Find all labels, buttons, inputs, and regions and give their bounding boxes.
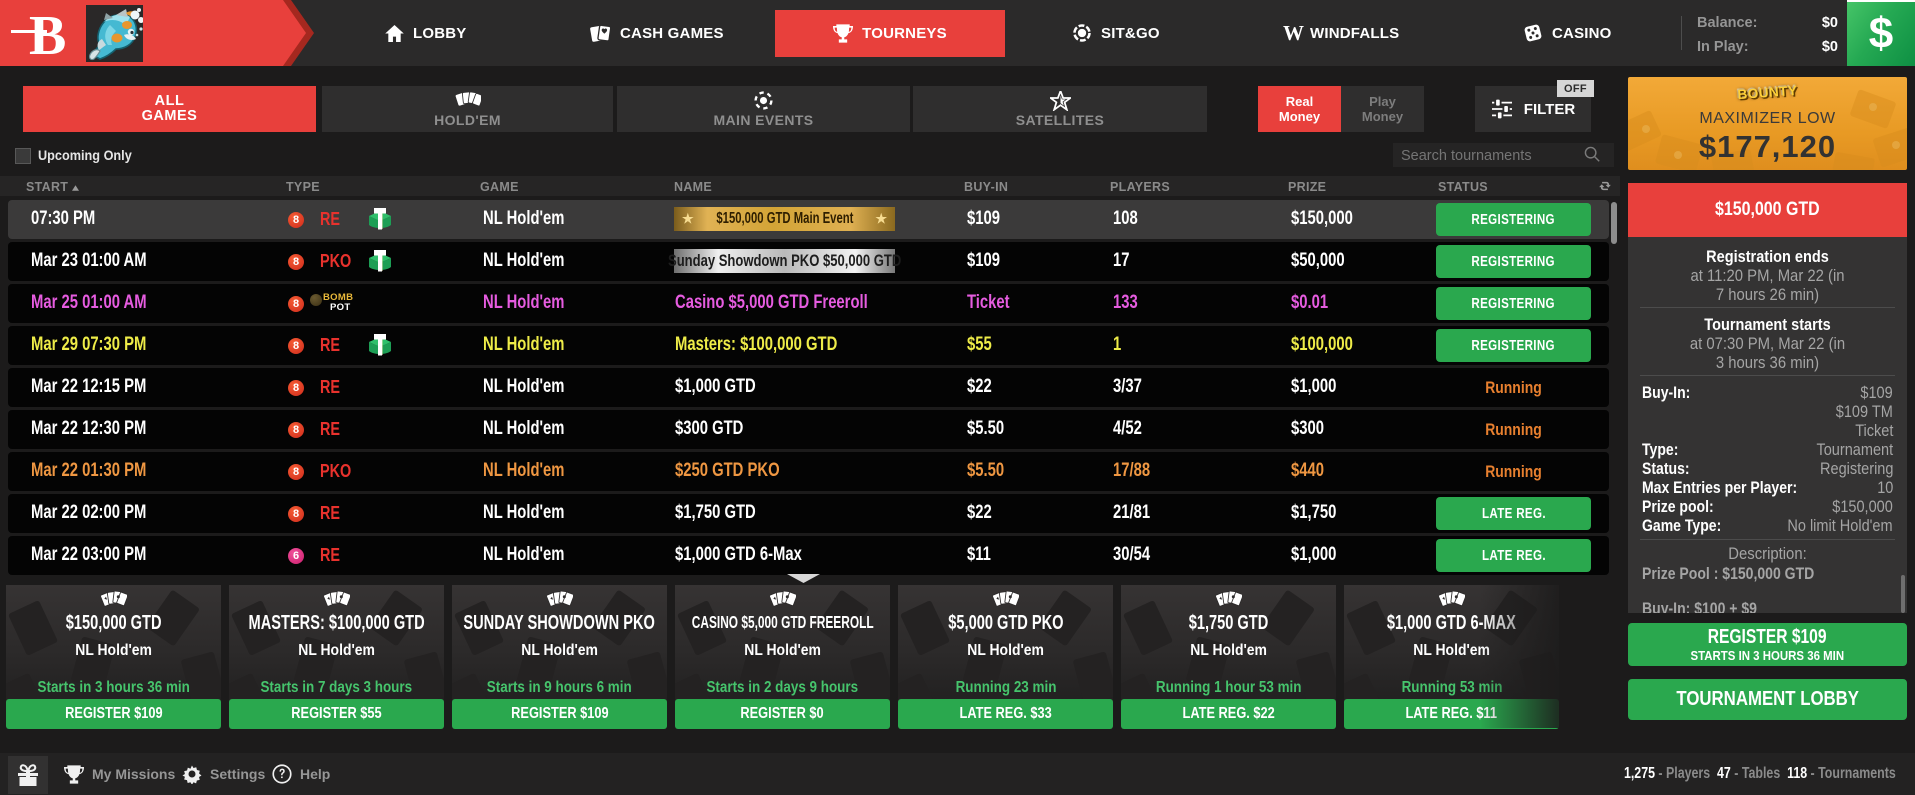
svg-text:B: B xyxy=(29,5,66,66)
